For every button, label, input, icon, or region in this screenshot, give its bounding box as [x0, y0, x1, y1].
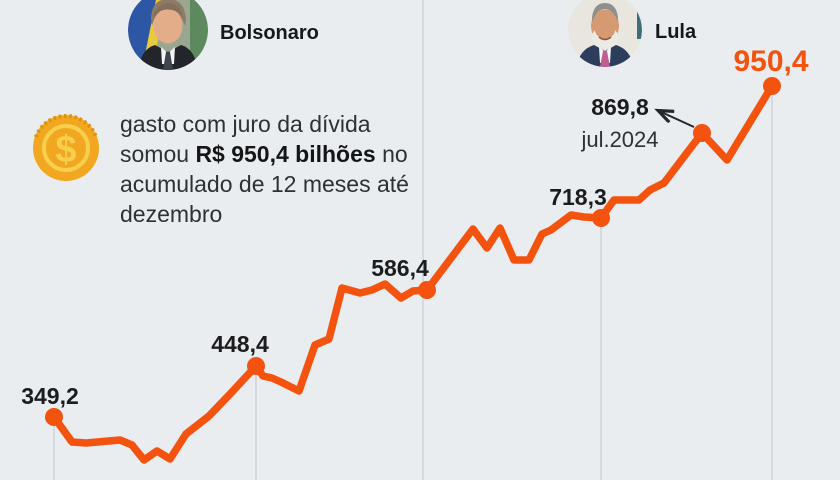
svg-text:$: $: [55, 129, 76, 171]
bolsonaro-avatar: [128, 0, 208, 70]
bolsonaro-name: Bolsonaro: [220, 22, 319, 44]
data-point-dot: [693, 124, 711, 142]
note-line: somou R$ 950,4 bilhões no: [120, 141, 408, 167]
note-text: gasto com juro da dívida somou R$ 950,4 …: [120, 109, 480, 229]
date-sublabel: jul.2024: [580, 127, 658, 152]
note-line: dezembro: [120, 201, 223, 227]
note-line: acumulado de 12 meses até: [120, 171, 409, 197]
data-point-dot: [45, 408, 63, 426]
value-label: 448,4: [211, 331, 269, 357]
data-point-dot: [418, 281, 436, 299]
value-label: 950,4: [733, 45, 808, 78]
note-line: gasto com juro da dívida: [120, 111, 371, 137]
data-point-dot: [763, 77, 781, 95]
annotation-arrow: [659, 111, 695, 128]
data-point-dot: [592, 209, 610, 227]
value-label: 718,3: [549, 184, 607, 210]
value-label: 349,2: [21, 383, 79, 409]
bolsonaro-portrait-icon: [128, 0, 208, 70]
value-label: 586,4: [371, 255, 429, 281]
lula-name: Lula: [655, 21, 697, 43]
data-point-dot: [247, 357, 265, 375]
value-label: 869,8: [591, 94, 649, 120]
coin-dollar-icon: $: [30, 110, 102, 184]
